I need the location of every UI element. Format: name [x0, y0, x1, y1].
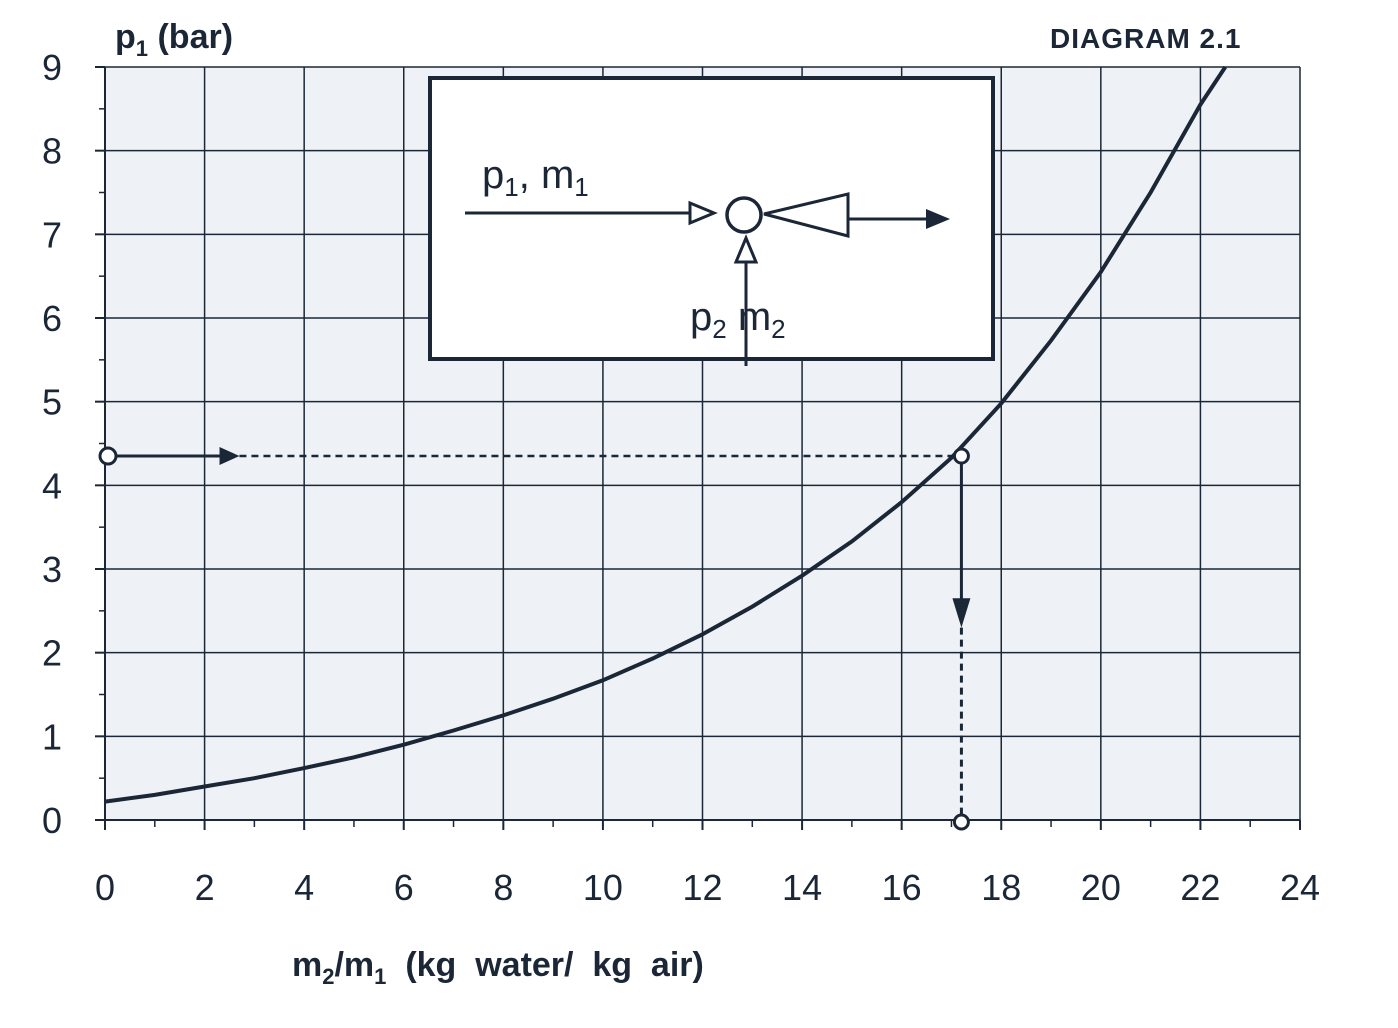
annotation-arrowhead-right — [219, 447, 240, 466]
y-tick-label-1: 1 — [42, 716, 62, 757]
x-tick-label-6: 6 — [394, 867, 414, 908]
chart-title: DIAGRAM 2.1 — [1050, 23, 1241, 54]
inset-bottom-label: p2 m2 — [690, 295, 786, 344]
y-tick-label-8: 8 — [42, 131, 62, 172]
y-tick-label-7: 7 — [42, 214, 62, 255]
x-axis-label: m2/m1 (kg water/ kg air) — [292, 946, 704, 989]
annotation — [98, 446, 971, 831]
x-tick-label-2: 2 — [195, 867, 215, 908]
x-tick-label-12: 12 — [682, 867, 722, 908]
x-tick-label-16: 16 — [882, 867, 922, 908]
annotation-curve-marker — [952, 447, 970, 465]
x-tick-label-14: 14 — [782, 867, 822, 908]
y-tick-label-2: 2 — [42, 633, 62, 674]
inlet-arrowhead — [688, 200, 718, 226]
x-tick-label-8: 8 — [493, 867, 513, 908]
diffuser-shape — [763, 192, 850, 238]
y-tick-label-0: 0 — [42, 800, 62, 841]
x-tick-label-20: 20 — [1081, 867, 1121, 908]
mixer-circle — [725, 196, 763, 234]
inset-schematic: p1, m1 p2 m2 — [428, 76, 995, 366]
y-tick-label-6: 6 — [42, 298, 62, 339]
y-tick-label-3: 3 — [42, 549, 62, 590]
x-tick-label-18: 18 — [981, 867, 1021, 908]
x-tick-label-10: 10 — [583, 867, 623, 908]
series-curve — [104, 65, 1227, 804]
y-tick-labels: 0 1 2 3 4 5 6 7 8 9 — [42, 47, 62, 841]
y-tick-label-4: 4 — [42, 465, 62, 506]
x-tick-label-0: 0 — [95, 867, 115, 908]
x-tick-labels: 0 2 4 6 8 10 12 14 16 18 20 22 24 — [95, 867, 1320, 908]
x-tick-label-4: 4 — [294, 867, 314, 908]
x-tick-label-24: 24 — [1280, 867, 1320, 908]
inset-top-label: p1, m1 — [482, 153, 589, 202]
outlet-arrowhead — [926, 209, 950, 229]
y-axis-label: p1 (bar) — [115, 18, 233, 61]
suction-arrowhead — [733, 234, 759, 264]
annotation-axis-marker — [952, 813, 970, 831]
y-tick-label-9: 9 — [42, 47, 62, 88]
annotation-arrowhead-down — [952, 598, 971, 628]
annotation-start-marker — [98, 446, 118, 466]
x-tick-label-22: 22 — [1180, 867, 1220, 908]
y-tick-label-5: 5 — [42, 382, 62, 423]
